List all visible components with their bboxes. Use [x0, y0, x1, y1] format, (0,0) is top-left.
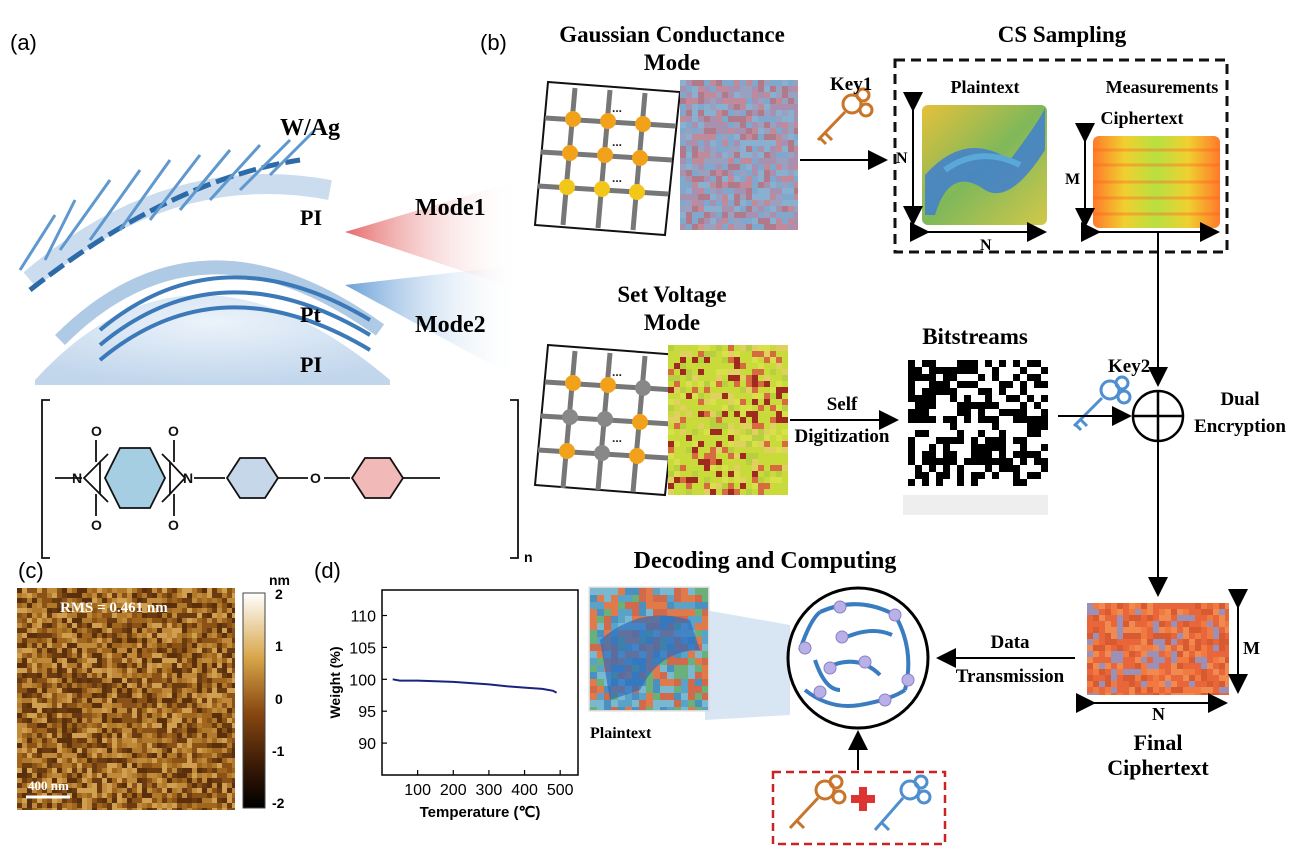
- panel-a-label: (a): [10, 30, 37, 55]
- atom-o-3: O: [91, 517, 102, 533]
- mode2-beam: [345, 265, 520, 380]
- layer-pt: Pt: [300, 302, 321, 327]
- layer-wag: W/Ag: [280, 115, 340, 141]
- plaintext-image: [922, 105, 1047, 225]
- bitstreams-title: Bitstreams: [922, 324, 1028, 349]
- sv-ellipsis-2: ...: [612, 431, 622, 445]
- decoded-plaintext-image: [588, 586, 710, 712]
- setvoltage-title-line2: Mode: [644, 310, 700, 335]
- computing-network: [786, 586, 930, 730]
- repeat-n: n: [524, 549, 533, 565]
- gauss-ellipsis-3: ...: [612, 171, 622, 185]
- rms-label: RMS = 0.461 nm: [60, 600, 168, 616]
- dual-label: Dual: [1220, 389, 1259, 410]
- x-tick-label: 500: [547, 782, 574, 799]
- panel-d-label: (d): [314, 558, 341, 583]
- keys-box: [771, 770, 947, 846]
- colorbar-tick-m2: -2: [272, 795, 285, 811]
- key1-icon-bottom: [788, 774, 847, 830]
- decode-beam: [705, 610, 790, 720]
- gaussian-title-line1: Gaussian Conductance: [559, 22, 785, 47]
- transmission-label: Transmission: [956, 666, 1065, 687]
- bitstreams-image: [903, 355, 1048, 515]
- self-label: Self: [827, 394, 858, 415]
- y-tick-label: 105: [349, 640, 376, 657]
- colorbar-tick-m1: -1: [272, 743, 285, 759]
- cs-n-horizontal-1: N: [980, 237, 992, 254]
- key2-icon-bottom: [873, 774, 932, 832]
- ciphertext-label: Ciphertext: [1101, 108, 1184, 128]
- mode1-label: Mode1: [415, 195, 486, 221]
- encryption-label: Encryption: [1194, 416, 1286, 437]
- y-tick-label: 110: [350, 609, 376, 626]
- colorbar: [242, 592, 266, 809]
- atom-o-4: O: [168, 517, 179, 533]
- key2-label: Key2: [1108, 356, 1150, 377]
- data-label: Data: [990, 632, 1030, 653]
- cs-m-vertical: M: [1065, 171, 1080, 188]
- colorbar-tick-2: 2: [275, 586, 283, 602]
- decoded-plaintext-label: Plaintext: [590, 725, 652, 742]
- gauss-ellipsis-2: ...: [612, 135, 622, 149]
- gaussian-title-line2: Mode: [644, 50, 700, 75]
- scalebar-label: 400 nm: [28, 778, 69, 793]
- tga-chart: 100 200 300 400 500 90 95 100 105 110 Temperature …: [327, 589, 579, 821]
- mode1-beam: [345, 180, 520, 290]
- weight-curve: [392, 678, 558, 694]
- setvoltage-title-line1: Set Voltage: [617, 282, 726, 307]
- layer-pi-top: PI: [300, 205, 322, 230]
- colorbar-tick-1: 1: [275, 638, 283, 654]
- atom-n-2: N: [183, 470, 193, 486]
- final-m-label: M: [1243, 638, 1260, 658]
- gauss-ellipsis-1: ...: [612, 101, 622, 115]
- colorbar-unit: nm: [269, 572, 290, 588]
- device-stack: [18, 128, 390, 385]
- key1-label: Key1: [830, 74, 872, 95]
- plot-frame: [381, 589, 579, 776]
- key2-icon: [1072, 375, 1132, 432]
- x-tick-label: 200: [440, 782, 467, 799]
- atom-o-ether: O: [310, 470, 321, 486]
- x-tick-label: 100: [404, 782, 431, 799]
- afm-image: [17, 588, 235, 810]
- cs-sampling-box: [893, 58, 1229, 254]
- panel-c-label: (c): [18, 558, 44, 583]
- final-label: Final: [1134, 730, 1183, 755]
- cs-sampling-title: CS Sampling: [998, 22, 1127, 47]
- key1-icon: [816, 87, 874, 146]
- y-tick-label: 95: [358, 704, 376, 721]
- xor-icon: [1131, 389, 1185, 443]
- cs-dimension-arrows: [903, 92, 1220, 242]
- polyimide-structure: [41, 399, 519, 559]
- setvoltage-map: [668, 345, 788, 495]
- cs-n-vertical: N: [896, 150, 908, 167]
- decoding-title: Decoding and Computing: [634, 548, 897, 574]
- plus-icon: [851, 787, 875, 811]
- final-n-label: N: [1152, 704, 1165, 724]
- panel-b-label: (b): [480, 30, 507, 55]
- colorbar-tick-0: 0: [275, 691, 283, 707]
- layer-pi-bottom: PI: [300, 352, 322, 377]
- sv-ellipsis-1: ...: [612, 365, 622, 379]
- gaussian-map: [680, 80, 798, 230]
- setvoltage-crossbar: [533, 343, 682, 497]
- y-tick-label: 90: [358, 736, 376, 753]
- atom-o-2: O: [168, 423, 179, 439]
- x-tick-label: 300: [476, 782, 503, 799]
- ciphertext-image: [1093, 136, 1220, 228]
- y-tick-label: 100: [349, 672, 376, 689]
- plaintext-label: Plaintext: [951, 77, 1020, 97]
- gaussian-crossbar: [533, 80, 682, 237]
- final-ciphertext-image: [1087, 603, 1229, 695]
- ciphertext-final-label: Ciphertext: [1107, 755, 1209, 780]
- measurements-label: Measurements: [1106, 77, 1219, 97]
- mode2-label: Mode2: [415, 312, 486, 338]
- x-tick-label: 400: [511, 782, 538, 799]
- atom-n-1: N: [72, 470, 82, 486]
- atom-o-1: O: [91, 423, 102, 439]
- digitization-label: Digitization: [795, 426, 890, 447]
- x-axis-title: Temperature (℃): [420, 804, 541, 821]
- y-axis-title: Weight (%): [327, 646, 343, 718]
